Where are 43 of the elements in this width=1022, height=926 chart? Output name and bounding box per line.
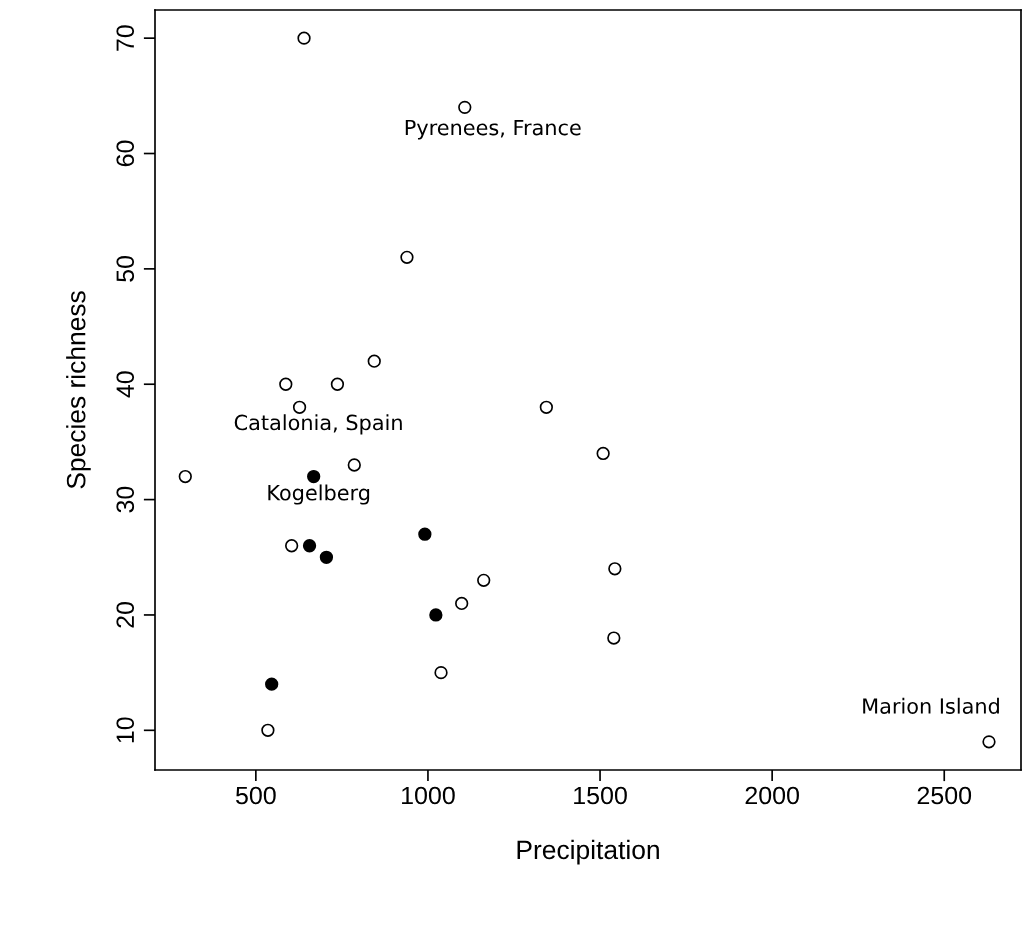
x-axis-title: Precipitation <box>517 839 659 865</box>
annotation: Marion Island <box>863 697 999 714</box>
point <box>596 446 610 461</box>
point <box>400 250 414 264</box>
point <box>367 354 381 368</box>
point <box>297 31 311 45</box>
y-tick-label: 20 <box>116 602 135 628</box>
point <box>429 608 443 622</box>
point <box>607 631 621 645</box>
point <box>477 573 491 587</box>
y-tick-label: 50 <box>116 255 135 282</box>
point <box>261 723 275 737</box>
point <box>434 665 448 680</box>
x-tick-label: 2000 <box>745 786 799 805</box>
point <box>279 377 293 391</box>
annotation: Catalonia, Spain <box>234 414 402 435</box>
point <box>330 377 345 391</box>
y-tick-label: 10 <box>116 717 135 743</box>
point <box>458 100 472 115</box>
x-tick-label: 1500 <box>574 786 627 805</box>
point <box>285 539 299 553</box>
y-axis-title: Species richness <box>66 291 91 489</box>
point <box>178 469 192 484</box>
x-tick-label: 2500 <box>917 786 972 805</box>
point <box>302 539 317 553</box>
point <box>307 469 321 484</box>
y-tick-label: 70 <box>116 25 135 51</box>
annotation: Kogelberg <box>268 484 370 505</box>
point <box>319 550 334 564</box>
y-tick-label: 40 <box>116 371 135 398</box>
point <box>265 677 279 691</box>
y-tick-label: 60 <box>116 140 135 167</box>
point <box>608 562 622 576</box>
point <box>455 596 469 611</box>
point <box>539 400 553 414</box>
annotation: Pyrenees, France <box>405 119 581 140</box>
point <box>292 400 307 414</box>
x-tick-label: 500 <box>236 786 276 805</box>
x-tick-label: 1000 <box>402 786 455 805</box>
y-tick-label: 30 <box>116 486 135 513</box>
point <box>418 527 432 541</box>
point <box>347 458 361 472</box>
point <box>982 735 996 749</box>
